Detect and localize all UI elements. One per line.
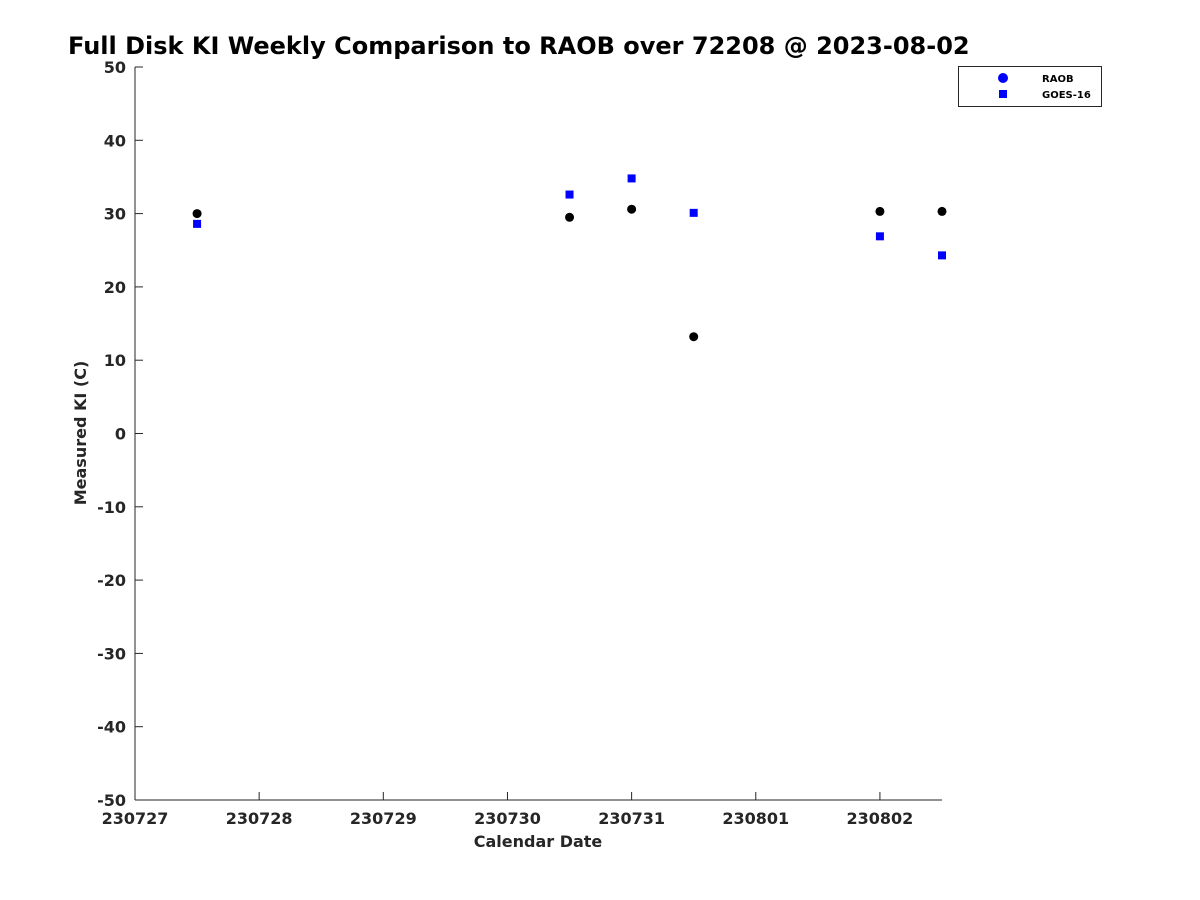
y-tick-label: -40 [97,718,126,737]
raob-point [937,206,947,216]
raob-point [627,204,637,214]
goes-16-point [938,251,946,260]
legend-entry-label: GOES-16 [1042,90,1091,101]
y-tick-label: -20 [97,571,126,590]
series-raob [192,204,947,342]
y-tick-label: 10 [104,351,126,370]
y-tick-label: 50 [104,58,126,77]
goes-16-point [193,219,202,228]
legend-raob-marker [998,73,1008,83]
goes-16-point [627,174,636,183]
legend-box [958,66,1102,107]
y-tick-label: -10 [97,498,126,517]
y-tick-label: 30 [104,205,126,224]
legend-entry-label: RAOB [1042,74,1074,85]
raob-point [875,206,885,216]
x-tick-label: 230729 [350,809,417,828]
raob-point [565,212,575,222]
x-axis-label: Calendar Date [474,832,603,851]
goes-16-point [565,190,574,199]
series-goes-16 [193,174,946,260]
x-tick-label: 230801 [722,809,789,828]
x-tick-label: 230730 [474,809,541,828]
goes-16-point [689,208,698,217]
x-tick-label: 230728 [226,809,293,828]
y-tick-label: -50 [97,791,126,810]
raob-point [192,209,202,219]
x-tick-label: 230802 [847,809,914,828]
y-tick-label: 20 [104,278,126,297]
x-tick-label: 230727 [102,809,169,828]
x-tick-label: 230731 [598,809,665,828]
legend-goes-16-marker [999,90,1007,98]
y-axis-label: Measured KI (C) [71,361,90,506]
raob-point [689,332,699,342]
goes-16-point [875,232,884,241]
y-tick-label: 40 [104,131,126,150]
chart-title: Full Disk KI Weekly Comparison to RAOB o… [68,32,970,60]
y-tick-label: -30 [97,644,126,663]
y-tick-label: 0 [115,425,126,444]
data-points [192,174,947,342]
legend: RAOB GOES-16 [958,66,1102,107]
